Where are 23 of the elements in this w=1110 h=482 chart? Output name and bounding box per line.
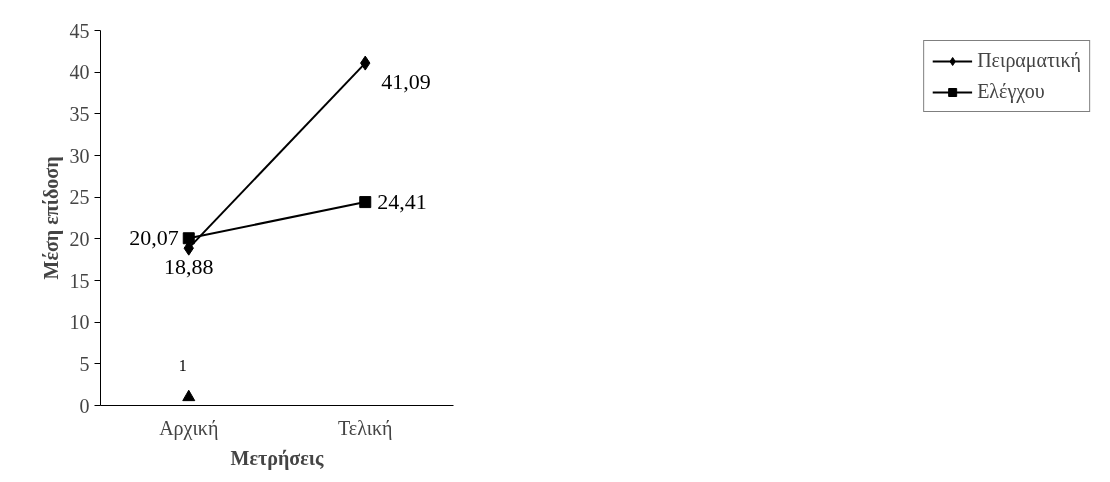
data-label: 1 xyxy=(178,357,187,375)
y-tick-label: 35 xyxy=(69,102,90,125)
y-tick-label: 40 xyxy=(69,61,90,84)
data-label: 24,41 xyxy=(377,189,427,215)
y-tick-label: 45 xyxy=(69,19,90,42)
point xyxy=(359,196,372,209)
x-axis-title: Μετρήσεις xyxy=(230,446,324,470)
y-tick-label: 20 xyxy=(69,227,90,250)
y-tick-label: 10 xyxy=(69,311,90,334)
y-tick-label: 25 xyxy=(69,186,90,209)
point xyxy=(182,389,196,402)
legend-label: Πειραματική xyxy=(977,49,1081,72)
y-tick-label: 15 xyxy=(69,269,90,292)
x-tick-label: Τελική xyxy=(337,416,393,440)
y-tick-label: 30 xyxy=(69,144,90,167)
y-tick-label: 0 xyxy=(79,394,90,417)
y-tick-label: 5 xyxy=(79,352,90,375)
x-tick-label: Αρχική xyxy=(159,416,219,440)
legend-label: Ελέγχου xyxy=(977,80,1045,103)
data-label: 41,09 xyxy=(381,69,431,95)
data-label: 18,88 xyxy=(164,254,214,280)
data-label: 20,07 xyxy=(129,225,179,251)
y-axis-title: Μέση επίδοση xyxy=(39,156,63,280)
